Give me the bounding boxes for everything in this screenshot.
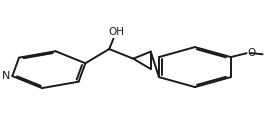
Text: N: N: [2, 71, 10, 81]
Text: O: O: [248, 48, 256, 58]
Text: OH: OH: [109, 27, 125, 37]
